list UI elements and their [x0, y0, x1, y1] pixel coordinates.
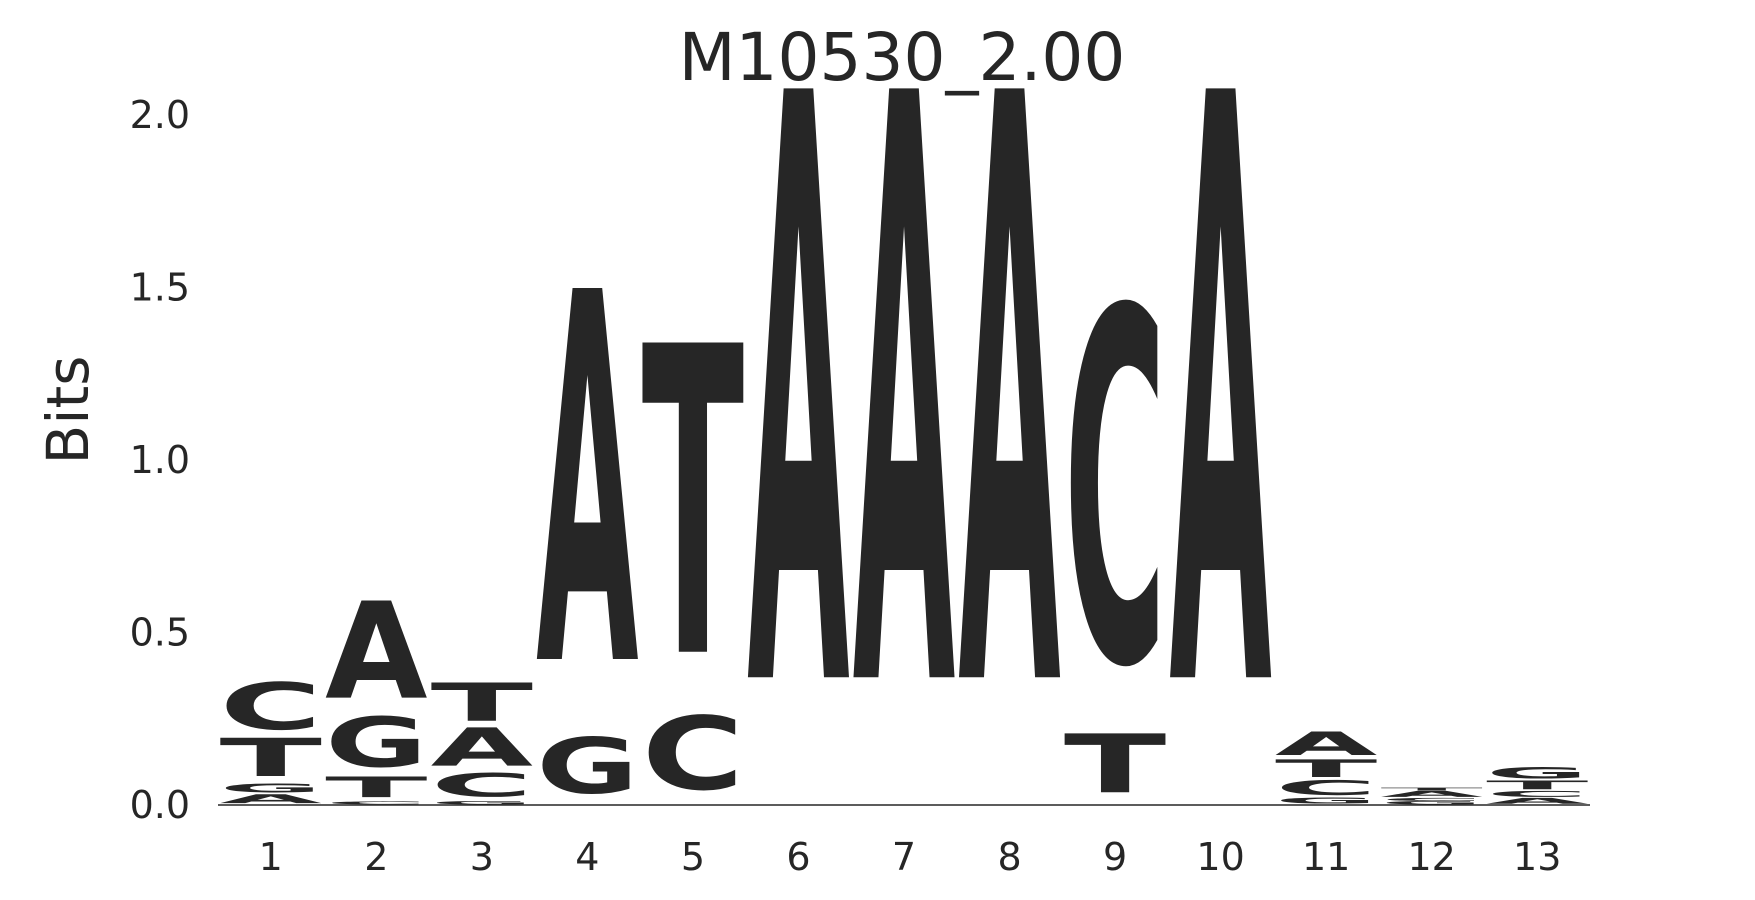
- x-tick-label: 5: [681, 835, 705, 879]
- y-tick-label: 2.0: [130, 93, 190, 137]
- logo-letter-G: G: [1275, 796, 1377, 805]
- logo-letter-C: C: [1381, 797, 1483, 802]
- logo-letter-A: A: [220, 792, 323, 806]
- x-tick-label: 11: [1302, 835, 1350, 879]
- logo-letter-G: G: [536, 722, 638, 811]
- logo-letter-G: G: [1381, 801, 1483, 806]
- x-tick-label: 3: [470, 835, 494, 879]
- logo-letter-A: A: [536, 187, 639, 780]
- logo-letter-T: T: [1381, 787, 1483, 792]
- logo-letter-A: A: [1381, 789, 1484, 798]
- letter-stack: TC: [1064, 211, 1166, 812]
- chart-title: M10530_2.00: [679, 19, 1126, 96]
- y-axis: 0.0 0.5 1.0 1.5 2.0: [130, 93, 190, 827]
- logo-letter-T: T: [642, 260, 745, 753]
- y-axis-label: Bits: [34, 356, 102, 465]
- logo-letter-A: A: [958, 0, 1061, 868]
- letter-stack: CT: [642, 260, 745, 813]
- logo-letter-C: C: [431, 766, 533, 804]
- logo-letter-A: A: [1169, 0, 1272, 868]
- logo-letter-A: A: [853, 0, 956, 868]
- logo-letter-G: G: [431, 801, 533, 806]
- logo-letter-C: C: [1064, 211, 1166, 775]
- x-tick-label: 12: [1408, 835, 1456, 879]
- x-tick-label: 1: [259, 835, 283, 879]
- logo-letter-T: T: [1064, 718, 1166, 812]
- logo-letter-C: C: [325, 801, 427, 806]
- logo-letter-A: A: [1486, 796, 1589, 805]
- logo-letter-A: A: [1275, 725, 1378, 763]
- logo-letter-A: A: [325, 575, 428, 730]
- y-tick-label: 1.0: [130, 438, 190, 482]
- logo-letter-C: C: [642, 695, 744, 813]
- logo-letter-T: T: [1486, 778, 1589, 792]
- logo-letter-T: T: [431, 672, 534, 733]
- letter-stack: A: [1169, 0, 1272, 868]
- letter-stack: A: [958, 0, 1061, 868]
- x-tick-label: 4: [575, 835, 599, 879]
- logo-letter-G: G: [1486, 763, 1588, 782]
- x-tick-label: 9: [1103, 835, 1127, 879]
- x-axis: 1 2 3 4 5 6 7 8 9 10 11 12 13: [259, 835, 1562, 879]
- logo-letter-T: T: [1275, 755, 1377, 783]
- y-tick-label: 0.5: [130, 611, 190, 655]
- letter-stack: A: [747, 0, 850, 868]
- logo-letter-G: G: [325, 703, 427, 783]
- logo-letter-C: C: [1275, 776, 1377, 800]
- logo-letter-T: T: [325, 771, 428, 804]
- x-tick-label: 13: [1513, 835, 1561, 879]
- x-tick-label: 2: [364, 835, 388, 879]
- logo-letter-G: G: [220, 782, 322, 796]
- y-tick-label: 0.0: [130, 783, 190, 827]
- letter-stack: GA: [536, 187, 639, 812]
- logo-letter-C: C: [220, 669, 322, 745]
- logo-letter-A: A: [431, 717, 534, 778]
- x-tick-label: 7: [892, 835, 916, 879]
- x-tick-label: 10: [1196, 835, 1244, 879]
- logo-letter-C: C: [1486, 789, 1588, 798]
- x-tick-label: 8: [997, 835, 1021, 879]
- y-tick-label: 1.5: [130, 266, 190, 310]
- x-tick-label: 6: [786, 835, 810, 879]
- logo-letter-A: A: [747, 0, 850, 868]
- logo-letter-T: T: [220, 727, 323, 788]
- letter-stack: A: [853, 0, 956, 868]
